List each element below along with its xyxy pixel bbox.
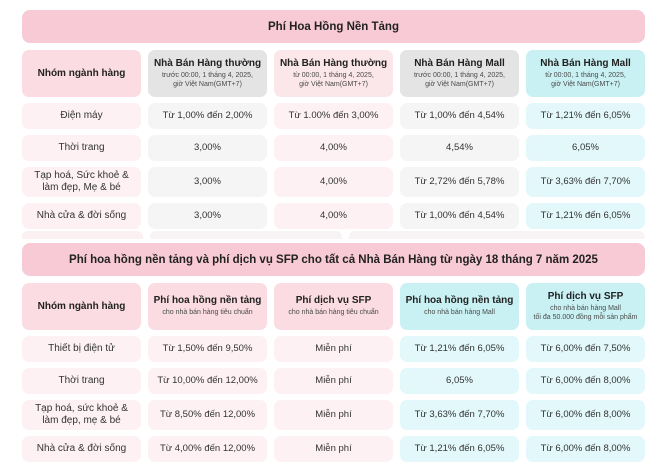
fee-cell: Từ 1.00% đến 3,00% xyxy=(274,103,393,129)
category-cell: Thời trang xyxy=(22,135,141,161)
table1-title-bar: Phí Hoa Hồng Nền Tảng xyxy=(22,10,645,43)
fee-cell: 4,00% xyxy=(274,135,393,161)
fee-cell: Từ 1,00% đến 2,00% xyxy=(148,103,267,129)
table2-header-sfp-mall: Phí dịch vụ SFP cho nhà bán hàng Mall tố… xyxy=(526,283,645,330)
fee-cell: 3,00% xyxy=(148,135,267,161)
sfp-fee-table-section: Phí hoa hồng nền tảng và phí dịch vụ SFP… xyxy=(22,243,645,462)
fee-cell: Miễn phí xyxy=(274,368,393,394)
category-cell: Điện máy xyxy=(22,103,141,129)
fee-cell: Từ 6,00% đến 8,00% xyxy=(526,368,645,394)
clipped-row-remnant xyxy=(22,231,645,239)
fee-cell: Miễn phí xyxy=(274,400,393,430)
fee-cell: Từ 1,00% đến 4,54% xyxy=(400,203,519,229)
fee-cell: Từ 6,00% đến 7,50% xyxy=(526,336,645,362)
fee-cell: 3,00% xyxy=(148,167,267,197)
fee-cell: Từ 1,21% đến 6,05% xyxy=(526,203,645,229)
fee-cell: Từ 6,00% đến 8,00% xyxy=(526,436,645,462)
category-cell: Thiết bị điện tử xyxy=(22,336,141,362)
category-cell: Tạp hoá, Sức khoẻ & làm đẹp, Mẹ & bé xyxy=(22,167,141,197)
table2-header-commission-mall: Phí hoa hồng nền tảng cho nhà bán hàng M… xyxy=(400,283,519,330)
fee-cell: Miễn phí xyxy=(274,436,393,462)
table1-header-normal-after: Nhà Bán Hàng thường từ 00:00, 1 tháng 4,… xyxy=(274,50,393,97)
fee-cell: Từ 10,00% đến 12,00% xyxy=(148,368,267,394)
fee-cell: 6,05% xyxy=(526,135,645,161)
fee-cell: Miễn phí xyxy=(274,336,393,362)
category-cell: Thời trang xyxy=(22,368,141,394)
fee-cell: 3,00% xyxy=(148,203,267,229)
table2-title: Phí hoa hồng nền tảng và phí dịch vụ SFP… xyxy=(69,253,598,266)
fee-cell: 4,00% xyxy=(274,203,393,229)
fee-cell: Từ 1,21% đến 6,05% xyxy=(400,436,519,462)
table2-title-bar: Phí hoa hồng nền tảng và phí dịch vụ SFP… xyxy=(22,243,645,276)
table2-grid: Nhóm ngành hàng Phí hoa hồng nền tảng ch… xyxy=(22,283,645,462)
table2-header-category: Nhóm ngành hàng xyxy=(22,283,141,330)
table2-header-commission-standard: Phí hoa hồng nền tảng cho nhà bán hàng t… xyxy=(148,283,267,330)
fee-cell: Từ 1,21% đến 6,05% xyxy=(400,336,519,362)
fee-cell: 4,54% xyxy=(400,135,519,161)
category-cell: Tạp hoá, sức khoẻ & làm đẹp, mẹ & bé xyxy=(22,400,141,430)
table1-grid: Nhóm ngành hàng Nhà Bán Hàng thường trướ… xyxy=(22,50,645,229)
fee-cell: Từ 2,72% đến 5,78% xyxy=(400,167,519,197)
fee-cell: Từ 1,00% đến 4,54% xyxy=(400,103,519,129)
table1-header-mall-before: Nhà Bán Hàng Mall trước 00:00, 1 tháng 4… xyxy=(400,50,519,97)
table1-title: Phí Hoa Hồng Nền Tảng xyxy=(268,20,399,33)
commission-table-section: Phí Hoa Hồng Nền Tảng Nhóm ngành hàng Nh… xyxy=(22,10,645,229)
category-cell: Nhà cửa & đời sống xyxy=(22,436,141,462)
fee-cell: Từ 6,00% đến 8,00% xyxy=(526,400,645,430)
category-cell: Nhà cửa & đời sống xyxy=(22,203,141,229)
fee-cell: Từ 4,00% đến 12,00% xyxy=(148,436,267,462)
table1-header-mall-after: Nhà Bán Hàng Mall từ 00:00, 1 tháng 4, 2… xyxy=(526,50,645,97)
fee-cell: 4,00% xyxy=(274,167,393,197)
table1-header-category: Nhóm ngành hàng xyxy=(22,50,141,97)
fee-cell: Từ 8,50% đến 12,00% xyxy=(148,400,267,430)
table1-header-normal-before: Nhà Bán Hàng thường trước 00:00, 1 tháng… xyxy=(148,50,267,97)
table2-header-sfp-standard: Phí dịch vụ SFP cho nhà bán hàng tiêu ch… xyxy=(274,283,393,330)
fee-cell: Từ 3,63% đến 7,70% xyxy=(400,400,519,430)
fee-cell: Từ 3,63% đến 7,70% xyxy=(526,167,645,197)
fee-cell: 6,05% xyxy=(400,368,519,394)
fee-cell: Từ 1,50% đến 9,50% xyxy=(148,336,267,362)
fee-cell: Từ 1,21% đến 6,05% xyxy=(526,103,645,129)
